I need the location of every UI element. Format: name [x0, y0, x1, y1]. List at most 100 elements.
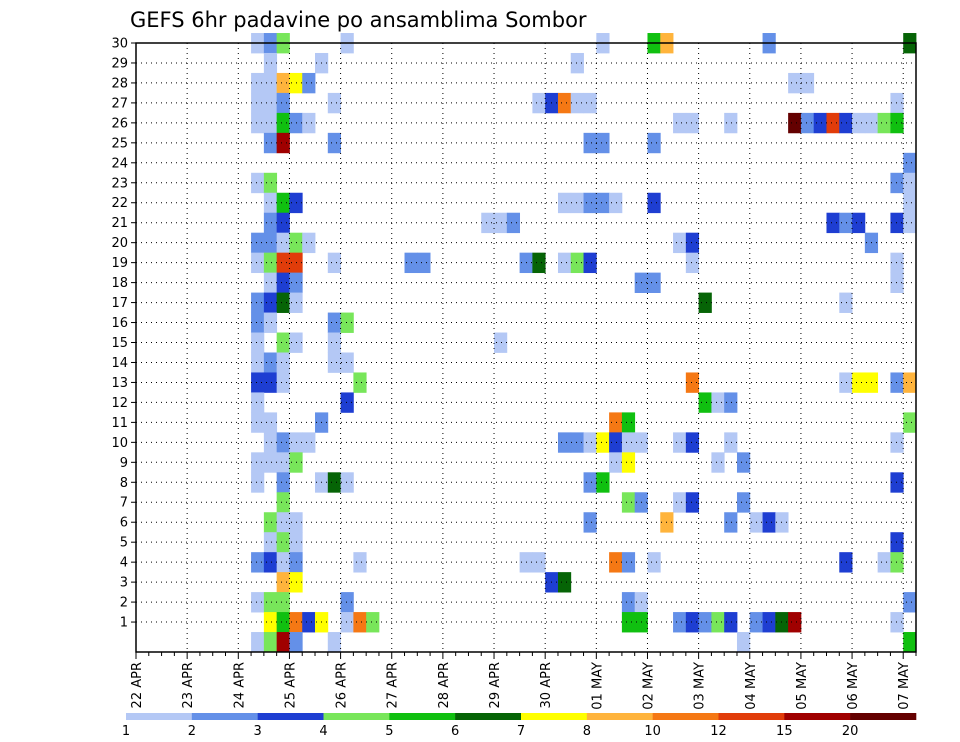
- heatmap-cell: [302, 432, 316, 453]
- heatmap-cell: [609, 552, 623, 573]
- heatmap-cell: [583, 192, 597, 214]
- y-tick-label: 20: [111, 236, 128, 251]
- y-tick-label: 29: [111, 56, 128, 71]
- heatmap-cell: [532, 552, 546, 573]
- x-tick-label: 25 APR: [283, 662, 298, 708]
- heatmap-cell: [877, 552, 891, 573]
- x-tick-label: 07 MAY: [897, 662, 912, 710]
- heatmap-cell: [276, 352, 290, 373]
- heatmap-cell: [570, 92, 584, 114]
- colorbar-swatch: [586, 713, 653, 720]
- heatmap-cell: [276, 192, 290, 214]
- heatmap-cell: [596, 192, 610, 214]
- heatmap-cell: [532, 92, 546, 114]
- heatmap-cell: [570, 432, 584, 453]
- heatmap-cell: [276, 272, 290, 293]
- colorbar-label: 5: [385, 724, 393, 739]
- heatmap-cell: [724, 512, 738, 533]
- heatmap-cell: [724, 612, 738, 633]
- heatmap-cell: [557, 572, 572, 593]
- heatmap-cell: [276, 132, 290, 154]
- heatmap-cell: [736, 452, 751, 473]
- heatmap-cell: [890, 172, 904, 194]
- heatmap-cell: [302, 112, 316, 134]
- y-tick-label: 3: [120, 576, 128, 591]
- heatmap-cell: [251, 312, 265, 333]
- heatmap-cell: [711, 392, 725, 413]
- colorbar-swatch: [257, 713, 324, 720]
- colorbar-swatch: [191, 713, 258, 720]
- chart-title: GEFS 6hr padavine po ansamblima Sombor: [130, 8, 587, 32]
- y-tick-label: 16: [111, 316, 128, 331]
- heatmap-cell: [788, 72, 802, 94]
- heatmap-cell: [251, 552, 265, 573]
- x-tick-label: 04 MAY: [744, 662, 759, 710]
- colorbar-label: 7: [517, 724, 525, 739]
- heatmap-cell: [903, 212, 917, 234]
- y-tick-label: 4: [120, 556, 128, 571]
- heatmap-cell: [353, 372, 367, 393]
- colorbar-label: 8: [583, 724, 591, 739]
- heatmap-cell: [788, 112, 802, 134]
- heatmap-cell: [903, 412, 917, 433]
- heatmap-cell: [583, 132, 597, 154]
- heatmap-cell: [621, 612, 636, 633]
- heatmap-cell: [276, 572, 290, 593]
- x-tick-label: 03 MAY: [693, 662, 708, 710]
- heatmap-cell: [263, 452, 278, 473]
- colorbar-swatch: [718, 713, 785, 720]
- heatmap-cell: [302, 72, 316, 94]
- y-tick-label: 27: [111, 96, 128, 111]
- heatmap-cell: [890, 112, 904, 134]
- heatmap-cell: [263, 532, 278, 553]
- heatmap-cell: [583, 432, 597, 453]
- x-tick-label: 27 APR: [386, 662, 401, 708]
- colorbar-label: 4: [319, 724, 327, 739]
- heatmap-cell: [609, 432, 623, 453]
- heatmap-cell: [263, 592, 278, 613]
- heatmap-cell: [263, 132, 278, 154]
- heatmap-cell: [263, 92, 278, 114]
- heatmap-cell: [673, 112, 687, 134]
- colorbar-label: 10: [644, 724, 661, 739]
- heatmap-cell: [647, 272, 661, 293]
- heatmap-cell: [890, 612, 904, 633]
- colorbar-swatch: [850, 713, 917, 720]
- colorbar-swatch: [323, 713, 390, 720]
- colorbar-label: 6: [451, 724, 459, 739]
- heatmap-cell: [263, 612, 278, 633]
- heatmap-cell: [251, 252, 265, 274]
- heatmap-cell: [251, 352, 265, 373]
- heatmap-cell: [263, 412, 278, 433]
- x-tick-label: 29 APR: [488, 662, 503, 708]
- y-tick-label: 1: [120, 616, 128, 631]
- heatmap-cell: [276, 472, 290, 493]
- colorbar-label: 12: [710, 724, 727, 739]
- heatmap-cell: [276, 332, 290, 353]
- heatmap-cell: [251, 172, 265, 194]
- heatmap-cell: [557, 192, 572, 214]
- heatmap-cell: [685, 432, 700, 453]
- heatmap-cell: [685, 492, 700, 513]
- heatmap-cell: [570, 192, 584, 214]
- x-tick-label: 06 MAY: [846, 662, 861, 710]
- heatmap-cell: [327, 132, 341, 154]
- heatmap-cell: [903, 592, 917, 613]
- heatmap-cell: [263, 232, 278, 254]
- heatmap-cell: [621, 552, 636, 573]
- heatmap-cell: [852, 212, 866, 234]
- heatmap-cell: [276, 432, 290, 453]
- heatmap-cell: [263, 352, 278, 373]
- y-tick-label: 14: [111, 356, 128, 371]
- heatmap-cell: [903, 372, 917, 393]
- heatmap-cell: [890, 372, 904, 393]
- heatmap-cell: [852, 372, 866, 393]
- heatmap-cell: [353, 552, 367, 573]
- heatmap-cell: [263, 72, 278, 94]
- heatmap-cell: [263, 312, 278, 333]
- heatmap-cell: [532, 252, 546, 274]
- y-tick-label: 6: [120, 516, 128, 531]
- colorbar-swatch: [521, 713, 588, 720]
- y-tick-label: 22: [111, 196, 128, 211]
